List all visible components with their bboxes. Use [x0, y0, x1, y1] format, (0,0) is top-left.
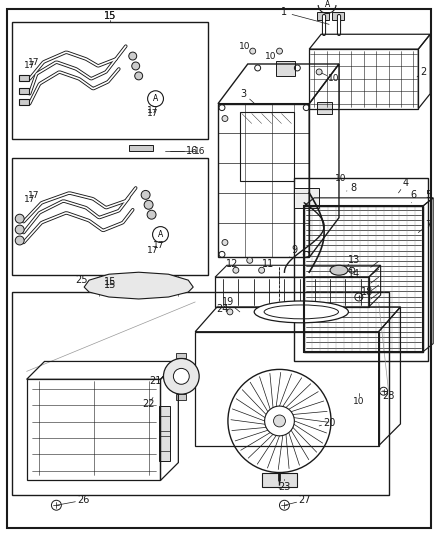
Bar — [12, 22, 208, 139]
Circle shape — [144, 200, 153, 209]
Bar — [261, 473, 297, 487]
Bar — [240, 111, 294, 181]
Text: 17: 17 — [28, 191, 39, 200]
Text: 23: 23 — [278, 482, 291, 492]
Circle shape — [173, 368, 189, 384]
Bar — [129, 146, 152, 151]
Bar — [159, 436, 170, 451]
Circle shape — [222, 116, 228, 122]
Text: 9: 9 — [291, 245, 297, 255]
Circle shape — [129, 52, 137, 60]
Circle shape — [233, 267, 239, 273]
Text: 15: 15 — [104, 11, 116, 21]
Ellipse shape — [330, 265, 348, 275]
Text: 10: 10 — [328, 75, 340, 83]
Text: 28: 28 — [382, 391, 395, 401]
Text: 10: 10 — [239, 42, 251, 51]
Bar — [294, 178, 428, 361]
Text: 13: 13 — [348, 255, 360, 265]
Text: 12: 12 — [226, 259, 238, 269]
Text: 17: 17 — [24, 195, 35, 204]
Text: 17: 17 — [153, 241, 164, 250]
Circle shape — [15, 225, 24, 234]
Text: 10: 10 — [265, 52, 276, 61]
Circle shape — [259, 267, 265, 273]
Circle shape — [222, 239, 228, 246]
Text: 7: 7 — [425, 220, 431, 230]
Text: A: A — [153, 94, 158, 103]
Bar — [177, 352, 186, 359]
Text: 21: 21 — [149, 376, 162, 386]
Bar — [177, 394, 186, 400]
Circle shape — [163, 359, 199, 394]
Circle shape — [135, 72, 143, 80]
Text: 16: 16 — [194, 147, 206, 156]
Bar — [332, 12, 344, 20]
Ellipse shape — [254, 301, 348, 323]
Text: 6: 6 — [410, 190, 417, 200]
Text: 19: 19 — [222, 297, 234, 307]
Text: 3: 3 — [241, 88, 247, 99]
Text: 26: 26 — [77, 495, 89, 505]
Text: 17: 17 — [28, 58, 39, 67]
Text: 17: 17 — [147, 246, 158, 255]
Circle shape — [274, 415, 286, 427]
Text: 15: 15 — [104, 280, 116, 290]
Circle shape — [316, 69, 322, 75]
Text: 20: 20 — [323, 418, 335, 428]
Text: 25: 25 — [75, 275, 88, 285]
Circle shape — [227, 309, 233, 315]
Circle shape — [15, 236, 24, 245]
Bar — [12, 292, 389, 495]
Text: 17: 17 — [147, 106, 158, 115]
Text: 17: 17 — [24, 61, 35, 70]
Bar — [276, 61, 295, 76]
Circle shape — [147, 210, 156, 219]
Bar — [159, 406, 170, 461]
Circle shape — [141, 190, 150, 199]
Text: 11: 11 — [261, 259, 274, 269]
Bar — [159, 416, 170, 431]
Bar — [19, 99, 28, 104]
Bar — [317, 102, 332, 114]
Text: A: A — [158, 230, 163, 239]
Text: 2: 2 — [420, 67, 426, 77]
Text: 18: 18 — [360, 287, 373, 297]
Circle shape — [265, 406, 294, 436]
Bar — [12, 158, 208, 275]
Text: 1: 1 — [281, 7, 287, 18]
Bar — [19, 75, 28, 81]
Circle shape — [247, 257, 253, 263]
Text: 27: 27 — [298, 495, 311, 505]
Text: 22: 22 — [142, 399, 155, 409]
Circle shape — [250, 48, 256, 54]
Bar — [19, 88, 28, 94]
Text: 10: 10 — [335, 174, 347, 182]
Text: 17: 17 — [147, 109, 158, 118]
Text: 15: 15 — [104, 11, 116, 21]
Text: 14: 14 — [348, 269, 360, 279]
Text: 5: 5 — [425, 190, 431, 200]
Circle shape — [132, 62, 140, 70]
Ellipse shape — [264, 305, 339, 319]
Circle shape — [276, 48, 283, 54]
Bar — [317, 12, 329, 20]
Text: 24: 24 — [216, 304, 228, 314]
Text: 10: 10 — [353, 397, 364, 406]
Text: 16: 16 — [186, 146, 198, 156]
Text: A: A — [325, 0, 330, 9]
Circle shape — [15, 214, 24, 223]
Text: 8: 8 — [351, 183, 357, 193]
Bar — [294, 188, 319, 208]
Text: 15: 15 — [104, 277, 116, 287]
Polygon shape — [84, 272, 193, 299]
Text: 4: 4 — [403, 178, 409, 188]
